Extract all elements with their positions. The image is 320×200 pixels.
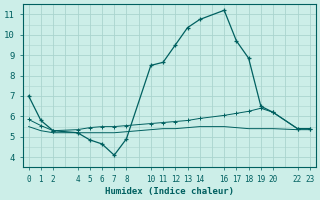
X-axis label: Humidex (Indice chaleur): Humidex (Indice chaleur) xyxy=(105,187,234,196)
